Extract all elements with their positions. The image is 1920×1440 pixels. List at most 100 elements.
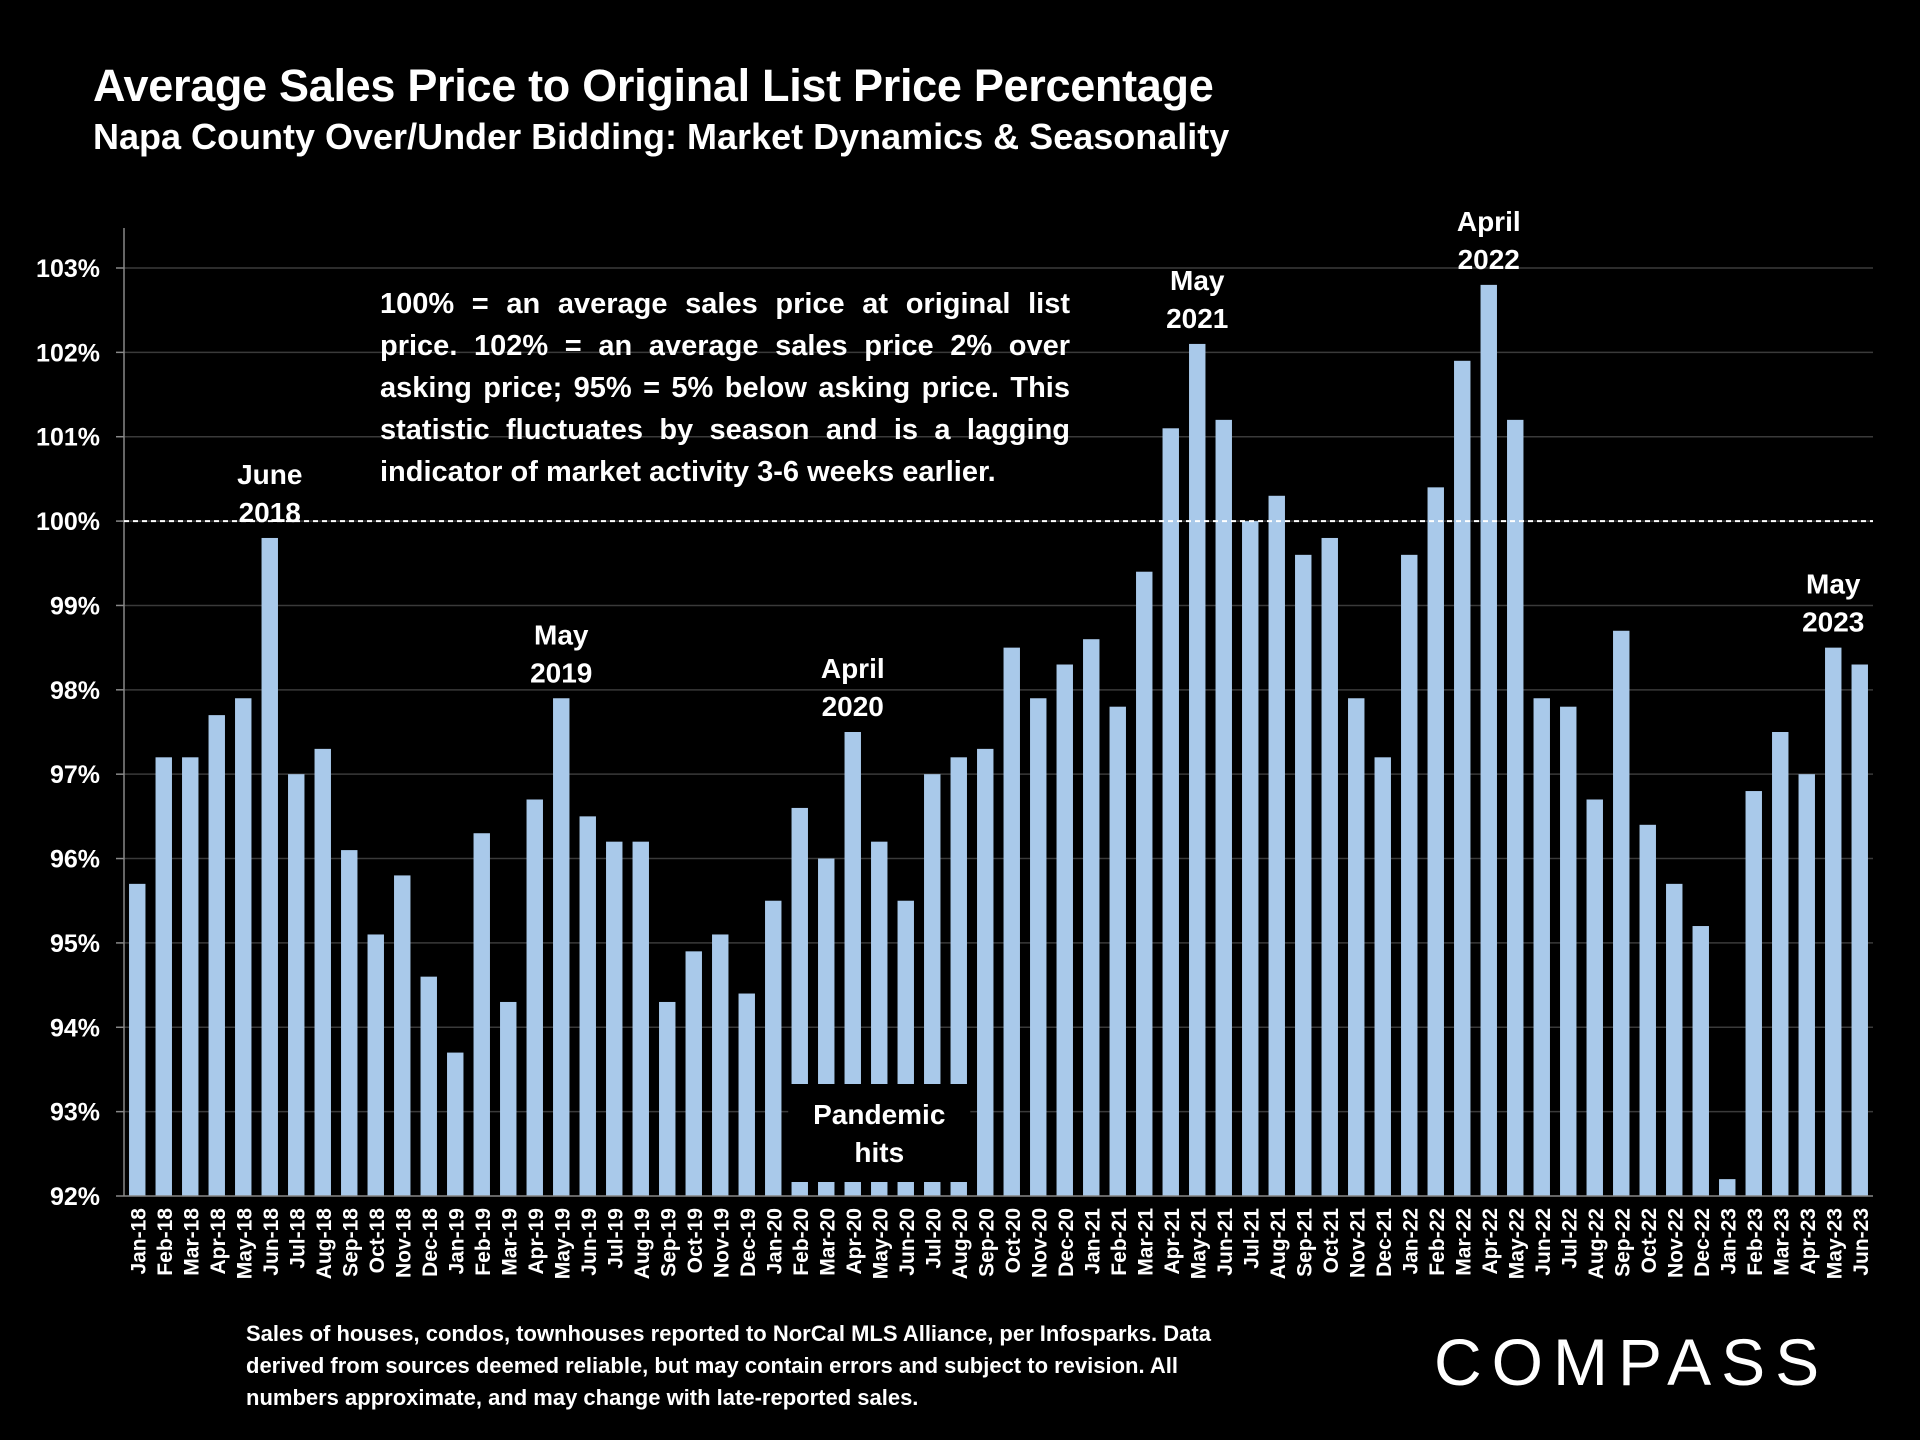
x-tick-label: Oct-19 — [684, 1208, 707, 1273]
x-tick-label: Dec-20 — [1055, 1208, 1078, 1277]
x-tick-label: Jun-23 — [1850, 1208, 1873, 1276]
x-tick-label: Aug-22 — [1585, 1208, 1608, 1279]
x-tick-label: Jul-20 — [922, 1208, 945, 1269]
x-tick-label: Dec-21 — [1373, 1208, 1396, 1277]
bar-Nov-21 — [1348, 698, 1365, 1196]
bar-Aug-22 — [1586, 799, 1603, 1196]
x-tick-label: Feb-23 — [1744, 1208, 1767, 1276]
x-tick-label: Feb-22 — [1426, 1208, 1449, 1276]
x-tick-label: Dec-19 — [737, 1208, 760, 1277]
y-tick-label: 95% — [50, 930, 100, 958]
x-tick-label: Apr-23 — [1797, 1208, 1820, 1275]
bar-Apr-19 — [526, 799, 543, 1196]
x-tick-label: Oct-22 — [1638, 1208, 1661, 1273]
bar-Mar-21 — [1136, 571, 1153, 1196]
bar-Sep-18 — [341, 850, 358, 1196]
bar-Mar-22 — [1454, 360, 1471, 1196]
x-tick-label: Aug-18 — [313, 1208, 336, 1279]
x-tick-label: Dec-18 — [419, 1208, 442, 1277]
bar-Jan-20 — [765, 900, 782, 1196]
peak-annotation: May — [1170, 265, 1225, 296]
bar-Feb-23 — [1745, 791, 1762, 1196]
bar-Jun-22 — [1533, 698, 1550, 1196]
bar-Oct-20 — [1003, 647, 1020, 1196]
bar-Sep-21 — [1295, 554, 1312, 1196]
x-tick-label: Jan-20 — [763, 1208, 786, 1275]
peak-annotation: 2019 — [530, 657, 592, 688]
bar-Jan-23 — [1719, 1179, 1736, 1196]
x-tick-label: Aug-20 — [949, 1208, 972, 1279]
bar-Aug-21 — [1268, 495, 1285, 1196]
x-tick-label: Oct-20 — [1002, 1208, 1025, 1273]
bar-May-22 — [1507, 419, 1524, 1196]
x-tick-label: Jun-20 — [896, 1208, 919, 1276]
peak-annotation: 2021 — [1166, 303, 1228, 334]
x-tick-label: Mar-20 — [816, 1208, 839, 1276]
bar-Mar-19 — [500, 1001, 517, 1196]
x-tick-label: Jul-22 — [1558, 1208, 1581, 1269]
peak-annotation: June — [237, 459, 302, 490]
x-tick-label: Sep-22 — [1611, 1208, 1634, 1277]
peak-annotation: May — [1806, 569, 1861, 600]
x-tick-label: Sep-19 — [657, 1208, 680, 1277]
bar-Jul-18 — [288, 774, 305, 1196]
bar-May-19 — [553, 698, 570, 1196]
bar-Nov-20 — [1030, 698, 1047, 1196]
bar-Dec-18 — [420, 976, 437, 1196]
bar-Mar-23 — [1772, 732, 1789, 1196]
bar-Oct-21 — [1321, 537, 1338, 1196]
x-tick-label: May-22 — [1505, 1208, 1528, 1279]
x-tick-label: Mar-21 — [1134, 1208, 1157, 1276]
x-tick-label: Apr-18 — [207, 1208, 230, 1275]
axes — [116, 228, 1873, 1197]
bar-Sep-19 — [659, 1001, 676, 1196]
x-tick-label: Apr-21 — [1161, 1208, 1184, 1275]
x-tick-label: Sep-21 — [1293, 1208, 1316, 1277]
x-tick-label: Feb-19 — [472, 1208, 495, 1276]
explanation-note: 100% = an average sales price at origina… — [380, 288, 1070, 488]
x-tick-label: Jul-21 — [1240, 1208, 1263, 1269]
x-tick-label: May-23 — [1823, 1208, 1846, 1279]
logo-wordmark: COMPASS — [1434, 1325, 1830, 1399]
x-tick-label: Feb-20 — [790, 1208, 813, 1276]
bar-Jul-22 — [1560, 706, 1577, 1196]
bar-Sep-20 — [977, 748, 994, 1196]
x-tick-label: Apr-19 — [525, 1208, 548, 1275]
x-tick-label: Aug-21 — [1267, 1208, 1290, 1279]
x-tick-label: Feb-18 — [154, 1208, 177, 1276]
x-tick-label: Jul-18 — [286, 1208, 309, 1269]
x-tick-label: Nov-22 — [1664, 1208, 1687, 1278]
x-tick-label: Nov-20 — [1028, 1208, 1051, 1278]
x-tick-label: Nov-19 — [710, 1208, 733, 1278]
bar-Jul-21 — [1242, 521, 1259, 1196]
x-tick-label: Apr-22 — [1479, 1208, 1502, 1275]
y-tick-label: 102% — [36, 339, 100, 367]
x-tick-label: Jan-21 — [1081, 1208, 1104, 1275]
y-tick-label: 94% — [50, 1014, 100, 1042]
x-tick-label: Sep-18 — [339, 1208, 362, 1277]
x-tick-label: Jul-19 — [604, 1208, 627, 1269]
pandemic-callout-box — [788, 1084, 971, 1182]
bar-Jun-23 — [1851, 664, 1868, 1196]
bar-Nov-18 — [394, 875, 411, 1196]
x-tick-labels: Jan-18 Feb-18 Mar-18 Apr-18 May-18 Jun-18 Jul-… — [127, 1208, 1873, 1280]
x-tick-label: May-21 — [1187, 1208, 1210, 1280]
x-tick-label: Mar-23 — [1770, 1208, 1793, 1276]
x-tick-label: Nov-21 — [1346, 1208, 1369, 1278]
x-tick-label: Feb-21 — [1108, 1208, 1131, 1276]
bar-Apr-21 — [1162, 428, 1179, 1197]
y-tick-label: 97% — [50, 761, 100, 789]
y-tick-label: 98% — [50, 677, 100, 705]
peak-annotation: May — [534, 619, 589, 650]
bar-Jan-19 — [447, 1052, 464, 1196]
y-tick-labels: 92% 93% 94% 95% 96% 97% 98% 99% 100% 101% 102% 103% — [36, 255, 100, 1211]
x-tick-label: Mar-18 — [180, 1208, 203, 1276]
bar-Nov-22 — [1666, 883, 1683, 1196]
x-tick-label: Aug-19 — [631, 1208, 654, 1279]
bar-Oct-18 — [367, 934, 384, 1196]
bar-Dec-19 — [738, 993, 755, 1196]
x-tick-label: Sep-20 — [975, 1208, 998, 1277]
bar-Oct-22 — [1639, 824, 1656, 1196]
x-tick-label: Jan-18 — [127, 1208, 150, 1275]
y-tick-label: 100% — [36, 508, 100, 536]
